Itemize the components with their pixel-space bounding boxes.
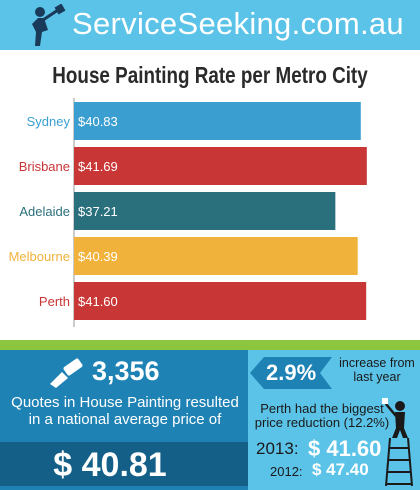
year-2013-label: 2013:: [256, 439, 299, 458]
divider-band: [0, 340, 420, 350]
header-banner: ServiceSeeking.com.au: [0, 0, 420, 50]
year-2012-label: 2012:: [270, 464, 303, 479]
quote-description: Quotes in House Painting resulted in a n…: [11, 394, 239, 428]
site-name[interactable]: ServiceSeeking.com.au: [72, 6, 404, 41]
paintbrush-icon: [50, 358, 83, 388]
perth-reduction-text: Perth had the biggest price reduction (1…: [254, 401, 390, 430]
average-price-box: [0, 442, 248, 486]
average-price: $ 40.81: [53, 446, 167, 484]
value-label-brisbane: $41.69: [78, 159, 118, 174]
increase-description: increase from last year: [339, 356, 415, 384]
painter-silhouette-icon: [32, 4, 66, 46]
category-label-perth: Perth: [39, 294, 70, 309]
bar-adelaide: [74, 192, 336, 230]
painter-on-ladder-icon: [382, 398, 413, 486]
category-label-adelaide: Adelaide: [19, 204, 70, 219]
category-label-sydney: Sydney: [27, 114, 71, 129]
chart-title: House Painting Rate per Metro City: [52, 62, 368, 88]
value-label-adelaide: $37.21: [78, 204, 118, 219]
quote-count: 3,356: [92, 356, 160, 386]
bar-sydney: [74, 102, 361, 140]
value-label-melbourne: $40.39: [78, 249, 118, 264]
price-2012: $ 47.40: [312, 460, 369, 479]
value-label-perth: $41.60: [78, 294, 118, 309]
bar-brisbane: [74, 147, 367, 185]
bar-melbourne: [74, 237, 358, 275]
increase-arrow-shape: [250, 357, 332, 389]
bar-perth: [74, 282, 367, 320]
value-label-sydney: $40.83: [78, 114, 118, 129]
category-label-melbourne: Melbourne: [9, 249, 70, 264]
price-2013: $ 41.60: [308, 436, 382, 461]
bar-chart: Sydney $40.83 Brisbane $41.69 Adelaide $37.21…: [9, 98, 367, 327]
category-label-brisbane: Brisbane: [19, 159, 70, 174]
increase-percentage: 2.9%: [266, 360, 317, 385]
